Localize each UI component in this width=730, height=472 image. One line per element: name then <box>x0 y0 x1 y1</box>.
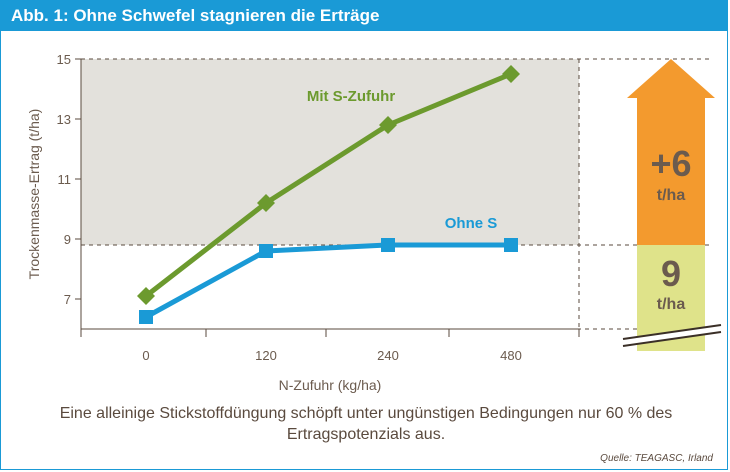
data-point <box>379 116 397 134</box>
x-tick-label: 120 <box>255 348 277 363</box>
data-point <box>139 310 153 324</box>
base-value: 9 <box>661 253 681 294</box>
y-tick-label: 13 <box>57 112 71 127</box>
figure-caption: Eine alleinige Stickstoffdüngung schöpft… <box>59 405 673 443</box>
chart: 7 9 11 13 15 0 120 240 480 N-Zufuhr (kg/ha) Trocke… <box>26 52 722 393</box>
data-point <box>504 238 518 252</box>
gain-arrow <box>627 59 715 245</box>
x-axis-title: N-Zufuhr (kg/ha) <box>279 377 382 393</box>
y-tick-label: 9 <box>64 232 71 247</box>
y-tick-label: 11 <box>58 172 72 187</box>
axis-break-line <box>622 331 722 347</box>
axis-break-gap <box>623 325 721 346</box>
figure-title: Abb. 1: Ohne Schwefel stagnieren die Ert… <box>1 1 727 31</box>
series-label-without-s: Ohne S <box>445 215 498 232</box>
shaded-band <box>81 59 579 245</box>
gain-unit: t/ha <box>657 187 686 204</box>
source-note: Quelle: TEAGASC, Irland <box>600 453 713 464</box>
x-tick-label: 0 <box>142 348 149 363</box>
y-tick-label: 15 <box>57 52 71 67</box>
data-point <box>381 238 395 252</box>
gain-value: +6 <box>650 143 691 184</box>
x-tick-label: 240 <box>377 348 399 363</box>
series-line-1 <box>144 71 512 298</box>
series-label-with-s: Mit S-Zufuhr <box>307 88 395 105</box>
x-tick-label: 480 <box>500 348 522 363</box>
base-unit: t/ha <box>657 296 686 313</box>
data-point <box>259 244 273 258</box>
series-line-2 <box>144 242 511 320</box>
axis-break-line <box>622 324 722 340</box>
data-point <box>137 287 155 305</box>
y-tick-label: 7 <box>64 292 71 307</box>
y-axis-title: Trockenmasse-Ertrag (t/ha) <box>26 109 42 280</box>
data-point <box>257 194 275 212</box>
data-point <box>502 65 520 83</box>
